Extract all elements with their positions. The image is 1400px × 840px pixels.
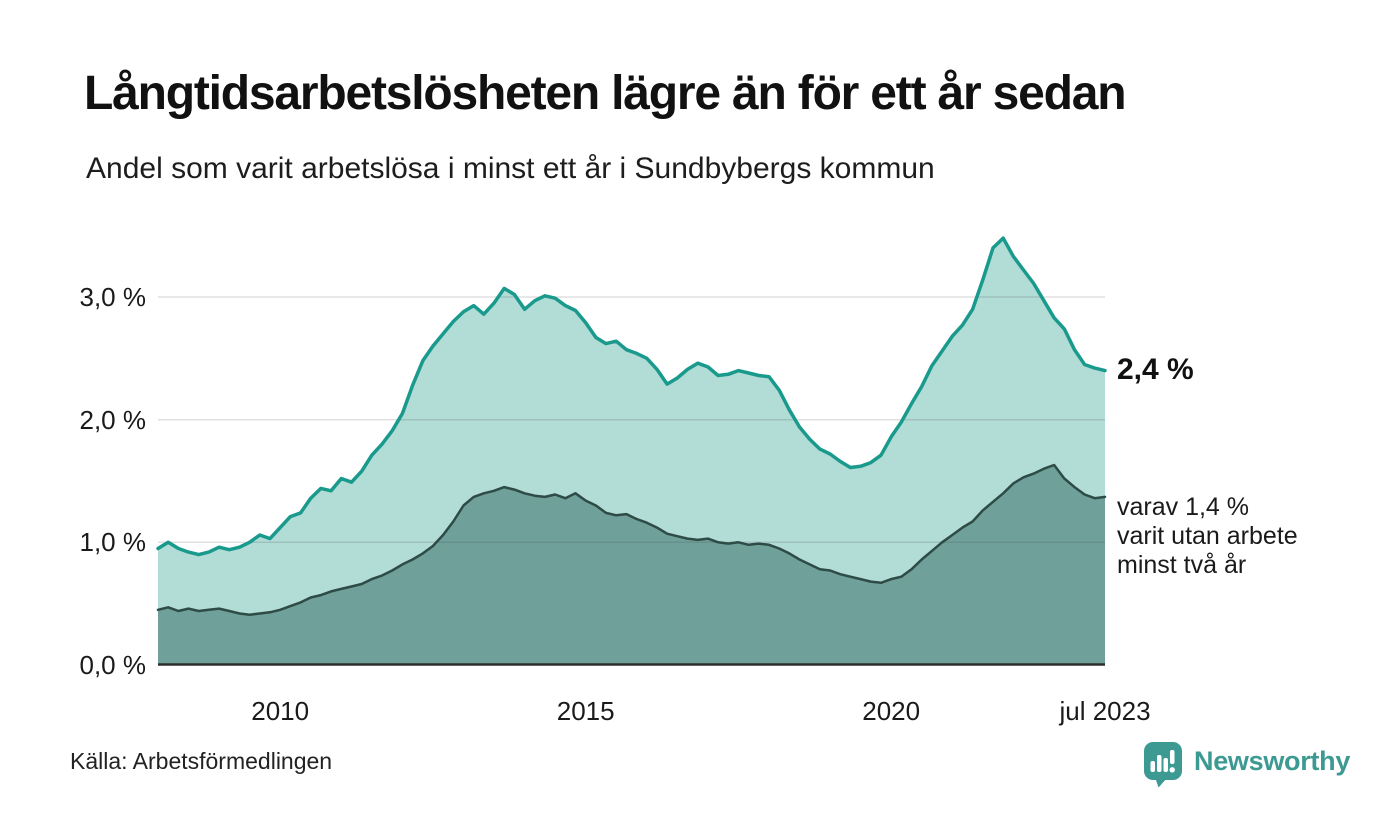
source-note: Källa: Arbetsförmedlingen [70,748,333,774]
y-axis-tick-label: 0,0 % [79,650,147,680]
y-axis-tick-label: 1,0 % [79,527,147,558]
series1-line [156,236,1107,557]
series-end-value-label: 2,4 % [1117,353,1194,386]
newsworthy-logo: Newsworthy [1142,740,1350,788]
annotation-line: minst två år [1117,551,1247,579]
x-axis-tick-label: 2010 [251,696,310,726]
x-axis-tick-label: 2020 [862,696,921,726]
y-axis-tick-label: 2,0 % [79,404,147,435]
series1-area [158,238,1105,665]
x-axis-tick-label: jul 2023 [1059,696,1151,726]
annotation-line: varit utan arbete [1117,522,1298,550]
page-title: Långtidsarbetslösheten lägre än för ett … [84,67,1127,120]
x-axis-tick-label: 2015 [556,696,615,726]
series2-area [158,465,1105,665]
newsworthy-logo-icon [1144,742,1182,788]
y-axis-tick-label: 3,0 % [79,281,147,312]
series2-annotation: varav 1,4 % varit utan arbete minst två … [1117,493,1298,580]
page-subtitle: Andel som varit arbetslösa i minst ett å… [86,152,935,185]
series2-line [156,463,1107,616]
annotation-line: varav 1,4 % [1117,493,1250,521]
newsworthy-logo-text: Newsworthy [1194,745,1351,776]
